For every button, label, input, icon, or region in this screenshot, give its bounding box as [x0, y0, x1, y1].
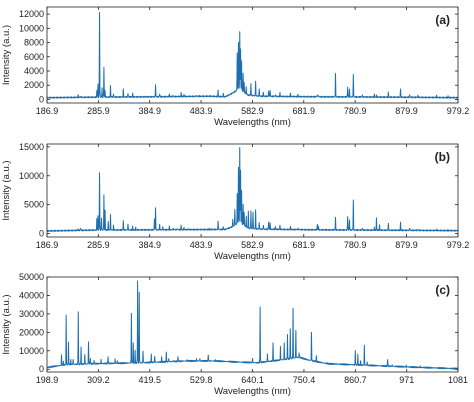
panel-a: 186.9 285.9 384.9 483.9 582.9 681.9 780.9 879.9… [1, 6, 470, 128]
x-tick-label-c: 1081 [448, 375, 468, 385]
spectrum-line-a [46, 12, 459, 99]
y-tick-label-c: 30000 [19, 309, 44, 319]
y-tick-label-b: 15000 [19, 142, 44, 152]
y-axis-label-a: Intensity (a.u.) [1, 25, 12, 85]
y-tick-label-c: 0 [39, 364, 44, 374]
x-tick-label-b: 483.9 [190, 240, 213, 250]
x-tick-label-a: 186.9 [36, 106, 59, 116]
y-tick-label-b: 0 [39, 229, 44, 239]
x-tick-label-a: 285.9 [87, 106, 110, 116]
y-tick-label-a: 8000 [24, 38, 44, 48]
x-tick-label-b: 285.9 [87, 240, 110, 250]
y-axis-label-c: Intensity (a.u.) [1, 294, 12, 354]
plot-frame-c [46, 276, 459, 373]
x-tick-label-a: 681.9 [293, 106, 316, 116]
spectrum-line-b [46, 146, 459, 233]
x-tick-label-c: 971 [399, 375, 414, 385]
y-tick-label-b: 10000 [19, 171, 44, 181]
x-tick-label-b: 681.9 [293, 240, 316, 250]
panel-label-a: (a) [435, 13, 450, 27]
plot-frame-a [46, 6, 459, 104]
x-tick-label-b: 879.9 [395, 240, 418, 250]
x-axis-label-c: Wavelengths (nm) [214, 386, 291, 397]
panel-label-c: (c) [435, 283, 450, 297]
x-tick-label-a: 979.2 [447, 106, 470, 116]
x-tick-label-a: 780.9 [344, 106, 367, 116]
y-tick-label-a: 0 [39, 94, 44, 104]
y-tick-label-c: 40000 [19, 290, 44, 300]
y-tick-label-a: 4000 [24, 66, 44, 76]
y-tick-label-a: 6000 [24, 52, 44, 62]
x-tick-label-a: 879.9 [395, 106, 418, 116]
panel-b: 186.9 285.9 384.9 483.9 582.9 681.9 780.9 879.9… [1, 142, 469, 262]
spectrum-line-c [46, 280, 459, 370]
x-tick-label-a: 483.9 [190, 106, 213, 116]
x-tick-label-b: 582.9 [241, 240, 264, 250]
y-tick-label-a: 12000 [19, 9, 44, 19]
x-tick-label-c: 640.1 [241, 375, 264, 385]
y-tick-label-b: 5000 [24, 200, 44, 210]
x-tick-label-b: 384.9 [138, 240, 161, 250]
x-tick-label-c: 750.4 [293, 375, 316, 385]
x-axis-label-b: Wavelengths (nm) [214, 251, 291, 262]
x-tick-label-b: 186.9 [36, 240, 59, 250]
x-tick-label-c: 309.2 [87, 375, 110, 385]
y-tick-label-a: 10000 [19, 23, 44, 33]
x-tick-label-b: 979.2 [447, 240, 470, 250]
y-axis-label-b: Intensity (a.u.) [1, 160, 12, 220]
x-tick-label-a: 384.9 [138, 106, 161, 116]
y-tick-label-c: 20000 [19, 327, 44, 337]
y-tick-label-a: 2000 [24, 80, 44, 90]
x-tick-label-c: 860.7 [344, 375, 367, 385]
x-tick-label-c: 198.9 [36, 375, 59, 385]
x-tick-label-c: 529.8 [190, 375, 213, 385]
x-tick-label-a: 582.9 [241, 106, 264, 116]
x-tick-label-c: 419.5 [139, 375, 162, 385]
x-tick-label-b: 780.9 [344, 240, 367, 250]
y-tick-label-c: 50000 [19, 272, 44, 282]
panel-label-b: (b) [435, 150, 450, 164]
x-axis-label-a: Wavelengths (nm) [214, 117, 291, 128]
y-tick-label-c: 10000 [19, 346, 44, 356]
panel-c: 198.9 309.2 419.5 529.8 640.1 750.4 860.7 971 10… [1, 272, 468, 397]
